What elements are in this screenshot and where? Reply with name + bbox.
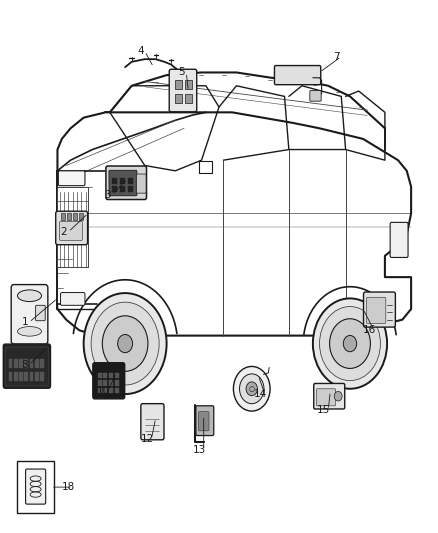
Text: 14: 14 xyxy=(254,389,267,399)
Bar xyxy=(115,387,119,393)
Circle shape xyxy=(246,382,258,395)
Circle shape xyxy=(84,293,166,394)
FancyBboxPatch shape xyxy=(58,171,85,185)
Text: 16: 16 xyxy=(363,325,376,335)
Bar xyxy=(185,94,192,103)
Bar xyxy=(19,372,23,381)
Bar xyxy=(24,359,28,368)
Bar xyxy=(112,186,117,192)
Circle shape xyxy=(240,374,264,403)
Bar xyxy=(73,213,77,220)
Bar xyxy=(40,359,44,368)
Bar xyxy=(9,372,12,381)
Ellipse shape xyxy=(18,290,42,302)
FancyBboxPatch shape xyxy=(106,166,147,199)
Bar xyxy=(103,373,107,378)
Bar xyxy=(115,380,119,385)
FancyBboxPatch shape xyxy=(141,403,164,440)
Circle shape xyxy=(233,367,270,411)
Bar xyxy=(35,359,39,368)
Bar xyxy=(112,177,117,183)
FancyBboxPatch shape xyxy=(35,305,45,321)
Bar xyxy=(29,372,33,381)
Circle shape xyxy=(102,316,148,372)
Bar xyxy=(128,177,133,183)
FancyBboxPatch shape xyxy=(25,469,46,504)
Bar xyxy=(14,359,18,368)
FancyBboxPatch shape xyxy=(310,91,321,101)
Text: 12: 12 xyxy=(140,434,154,445)
Circle shape xyxy=(118,335,133,353)
Text: 2: 2 xyxy=(61,227,67,237)
Bar xyxy=(103,387,107,393)
FancyBboxPatch shape xyxy=(316,389,336,406)
Bar xyxy=(98,387,102,393)
Bar xyxy=(61,213,65,220)
Bar xyxy=(109,373,113,378)
Bar xyxy=(175,94,182,103)
Circle shape xyxy=(329,319,371,368)
FancyBboxPatch shape xyxy=(4,344,50,388)
Text: 7: 7 xyxy=(334,52,340,61)
Text: 13: 13 xyxy=(193,445,206,455)
Text: 8: 8 xyxy=(21,360,28,370)
Text: 10: 10 xyxy=(97,386,110,397)
FancyBboxPatch shape xyxy=(367,297,386,324)
Bar xyxy=(120,177,125,183)
Bar xyxy=(24,372,28,381)
FancyBboxPatch shape xyxy=(137,174,146,193)
Bar xyxy=(185,80,192,90)
Circle shape xyxy=(91,302,159,385)
Ellipse shape xyxy=(18,327,42,336)
Bar xyxy=(98,380,102,385)
Bar xyxy=(115,373,119,378)
Text: ○: ○ xyxy=(249,386,255,392)
FancyBboxPatch shape xyxy=(364,292,396,327)
Bar xyxy=(29,359,33,368)
Bar xyxy=(67,213,71,220)
Bar xyxy=(128,186,133,192)
Text: 1: 1 xyxy=(21,317,28,327)
Text: 3: 3 xyxy=(104,190,111,200)
FancyBboxPatch shape xyxy=(60,221,82,240)
Bar xyxy=(40,372,44,381)
FancyBboxPatch shape xyxy=(60,293,85,305)
Bar xyxy=(14,372,18,381)
FancyBboxPatch shape xyxy=(11,285,48,344)
Bar xyxy=(19,359,23,368)
Bar xyxy=(175,80,182,90)
Text: 18: 18 xyxy=(62,482,75,492)
Circle shape xyxy=(334,391,342,401)
Bar xyxy=(79,213,83,220)
Bar xyxy=(98,373,102,378)
Text: 5: 5 xyxy=(179,68,185,77)
Circle shape xyxy=(343,335,357,352)
Bar xyxy=(109,380,113,385)
Bar xyxy=(103,380,107,385)
Bar xyxy=(35,372,39,381)
FancyBboxPatch shape xyxy=(314,383,345,409)
Bar xyxy=(109,387,113,393)
FancyBboxPatch shape xyxy=(198,411,209,431)
Bar xyxy=(9,359,12,368)
FancyBboxPatch shape xyxy=(169,69,197,112)
FancyBboxPatch shape xyxy=(109,170,137,196)
Circle shape xyxy=(313,298,387,389)
FancyBboxPatch shape xyxy=(390,222,408,257)
Circle shape xyxy=(320,306,381,381)
FancyBboxPatch shape xyxy=(275,66,321,85)
FancyBboxPatch shape xyxy=(196,406,214,435)
Bar xyxy=(120,186,125,192)
Text: 15: 15 xyxy=(317,405,330,415)
Text: 4: 4 xyxy=(137,46,144,56)
FancyBboxPatch shape xyxy=(93,363,125,399)
FancyBboxPatch shape xyxy=(56,211,88,245)
